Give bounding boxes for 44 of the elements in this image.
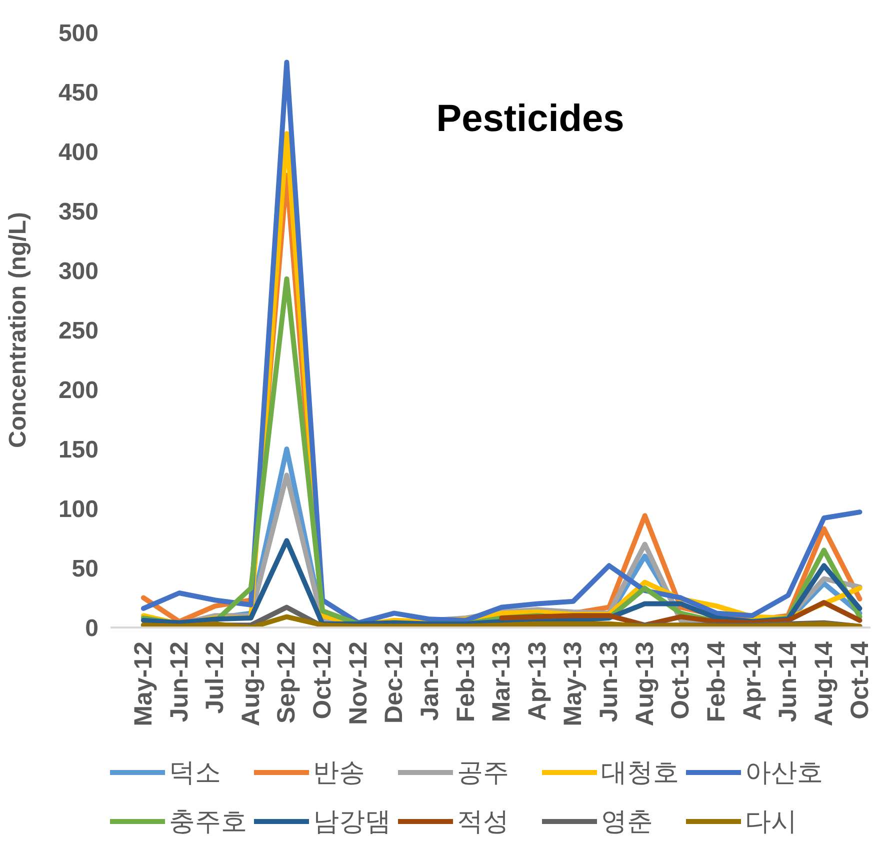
x-tick-label: Nov-12 [344,641,372,725]
y-tick-label: 500 [58,20,99,47]
x-tick-label: Mar-13 [488,641,516,722]
x-tick-label: Aug-14 [810,641,838,726]
x-tick-label: Feb-14 [702,641,730,722]
y-tick-label: 50 [72,556,99,582]
y-tick-label: 300 [58,258,99,285]
x-tick-label: Jul-12 [201,641,230,714]
x-tick-label: Jun-13 [595,641,624,722]
legend-label: 충주호 [169,804,247,838]
legend-label: 대청호 [601,756,679,788]
legend-label: 적성 [457,804,510,838]
legend-label: 다시 [745,804,798,838]
x-tick-label: Oct-12 [308,641,337,720]
legend-label: 영춘 [601,804,654,838]
y-tick-label: 350 [58,198,99,226]
x-tick-label: May-13 [559,642,588,726]
legend-label: 덕소 [169,756,222,788]
x-tick-label: Oct-14 [846,641,874,720]
x-tick-label: Sep-12 [272,642,301,724]
x-tick-label: Jan-13 [416,641,444,721]
legend-label: 공주 [457,756,510,788]
legend-label: 아산호 [745,756,823,788]
y-axis-title: Concentration (ng/L) [4,212,32,448]
x-tick-label: Aug-13 [630,641,659,726]
y-tick-label: 400 [58,139,99,166]
y-tick-label: 100 [58,496,99,523]
x-tick-label: Jun-14 [774,641,802,722]
y-tick-label: 150 [58,436,99,464]
y-tick-label: 450 [58,80,99,106]
x-tick-label: Aug-12 [236,641,265,726]
x-tick-label: Jun-12 [165,641,194,722]
legend-label: 남강댐 [313,804,391,838]
legend-label: 반송 [313,756,366,788]
x-tick-label: Dec-12 [380,641,408,724]
x-tick-label: Apr-13 [523,642,552,721]
x-tick-label: May-12 [129,642,158,726]
x-tick-label: Apr-14 [738,641,766,721]
text: Pesticides [436,98,624,140]
x-tick-label: Oct-13 [666,641,695,720]
y-tick-label: 200 [58,377,99,404]
y-tick-label: 250 [58,318,99,344]
y-tick-label: 0 [85,615,99,642]
x-tick-label: Feb-13 [452,641,480,722]
